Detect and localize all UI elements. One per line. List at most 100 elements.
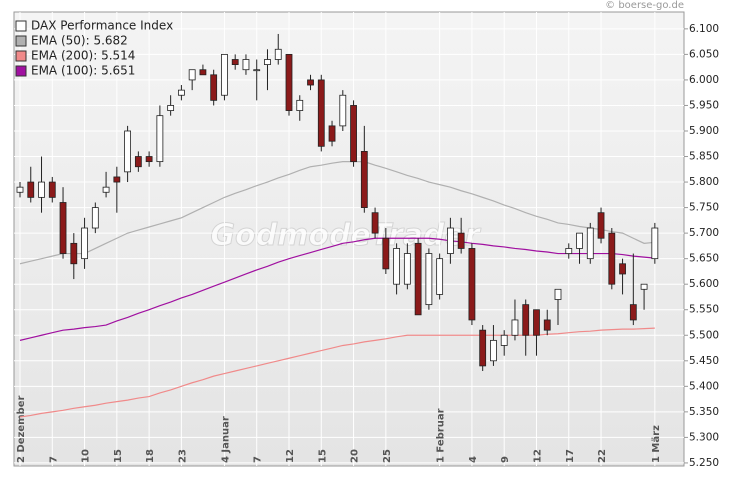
candle-body (360, 151, 368, 208)
candle-body (446, 227, 454, 254)
candle-body (339, 94, 347, 127)
y-tick-label: 5.350 (689, 406, 719, 418)
x-tick-label: 1 Februar (436, 408, 447, 463)
candle-body (511, 319, 519, 336)
x-tick-label: 20 (350, 449, 361, 463)
y-tick-label: 5.700 (689, 227, 719, 239)
candle-body (199, 69, 207, 76)
candle-body (70, 242, 78, 265)
candle-body (490, 339, 497, 362)
candle-body (210, 74, 218, 101)
candle-body (586, 227, 594, 260)
y-tick-label: 5.950 (689, 99, 719, 111)
x-tick-label: 15 (317, 449, 328, 463)
ema-line (19, 161, 655, 265)
candle-body (296, 99, 304, 111)
legend-label: DAX Performance Index (31, 19, 173, 33)
candle-body (274, 48, 282, 60)
candle-body (317, 79, 325, 147)
y-tick-label: 5.650 (689, 253, 719, 265)
y-tick-label: 5.550 (689, 304, 719, 316)
y-tick-label: 5.250 (689, 457, 719, 469)
legend-swatch (15, 35, 27, 47)
y-tick-label: 5.300 (689, 431, 719, 443)
candle-body (307, 79, 314, 86)
x-tick-label: 4 (468, 456, 479, 463)
y-tick-label: 5.900 (689, 125, 719, 137)
ema-line (19, 327, 655, 418)
candle-body (264, 59, 271, 66)
legend-swatch (15, 65, 27, 77)
candle-body (414, 242, 422, 316)
candle-body (436, 258, 444, 295)
candle-body (651, 227, 659, 260)
x-tick-label: 1 März (651, 425, 662, 463)
candle-body (350, 105, 357, 163)
candle-body (38, 181, 45, 198)
candle-body (242, 59, 250, 71)
candle-body (403, 253, 411, 285)
y-tick-label: 6.050 (689, 48, 719, 60)
candle-body (576, 232, 583, 249)
x-tick-label: 18 (145, 449, 156, 463)
x-tick-label: 15 (113, 449, 124, 463)
candle-body (608, 232, 616, 285)
x-tick-label: 7 (48, 456, 59, 463)
candle-body (91, 207, 99, 229)
y-tick-label: 5.800 (689, 176, 719, 188)
x-tick-label: 2 Dezember (16, 396, 27, 463)
candle-body (167, 105, 175, 111)
candle-body (457, 232, 465, 249)
x-tick-label: 12 (532, 449, 543, 463)
candle-body (285, 53, 293, 111)
candle-body (231, 59, 239, 66)
candle-body (597, 212, 605, 239)
candle-body (500, 334, 508, 346)
x-tick-label: 9 (500, 456, 511, 463)
x-tick-label: 12 (285, 449, 296, 463)
plot-area (13, 11, 685, 467)
candle-body (221, 53, 228, 96)
candle-body (102, 186, 110, 193)
candle-body (188, 69, 196, 81)
x-tick-label: 25 (382, 449, 393, 463)
candle-body (124, 130, 131, 173)
x-tick-label: 4 Januar (220, 416, 231, 463)
legend-label: EMA (50): 5.682 (31, 34, 128, 48)
y-tick-label: 5.600 (689, 278, 719, 290)
candle-body (48, 181, 56, 198)
candle-body (177, 89, 185, 96)
candle-body (81, 227, 88, 260)
candle-body (393, 248, 401, 285)
legend-swatch (15, 20, 27, 32)
candle-body (543, 319, 551, 331)
candle-body (27, 181, 35, 198)
candle-body (59, 202, 67, 254)
candle-body (640, 283, 648, 290)
y-tick-label: 5.850 (689, 151, 719, 163)
ema-line (19, 237, 655, 341)
copyright: © boerse-go.de (605, 0, 684, 11)
candle-body (253, 69, 261, 72)
candle-body (533, 309, 540, 336)
y-tick-label: 5.750 (689, 202, 719, 214)
candle-body (328, 125, 336, 142)
x-tick-label: 23 (177, 449, 188, 463)
candle-body (371, 212, 379, 234)
candle-body (554, 288, 562, 300)
candle-body (522, 304, 530, 336)
candle-body (565, 248, 573, 254)
y-tick-label: 6.000 (689, 74, 719, 86)
candle-body (145, 156, 153, 163)
x-tick-label: 22 (597, 449, 608, 463)
candle-body (468, 248, 476, 321)
candle-body (425, 253, 433, 306)
x-tick-label: 7 (253, 456, 264, 463)
candle-body (16, 186, 24, 193)
candle-body (156, 115, 164, 163)
y-tick-label: 6.100 (689, 23, 719, 35)
y-tick-label: 5.500 (689, 329, 719, 341)
legend-swatch (15, 50, 27, 62)
candle-body (382, 237, 390, 270)
